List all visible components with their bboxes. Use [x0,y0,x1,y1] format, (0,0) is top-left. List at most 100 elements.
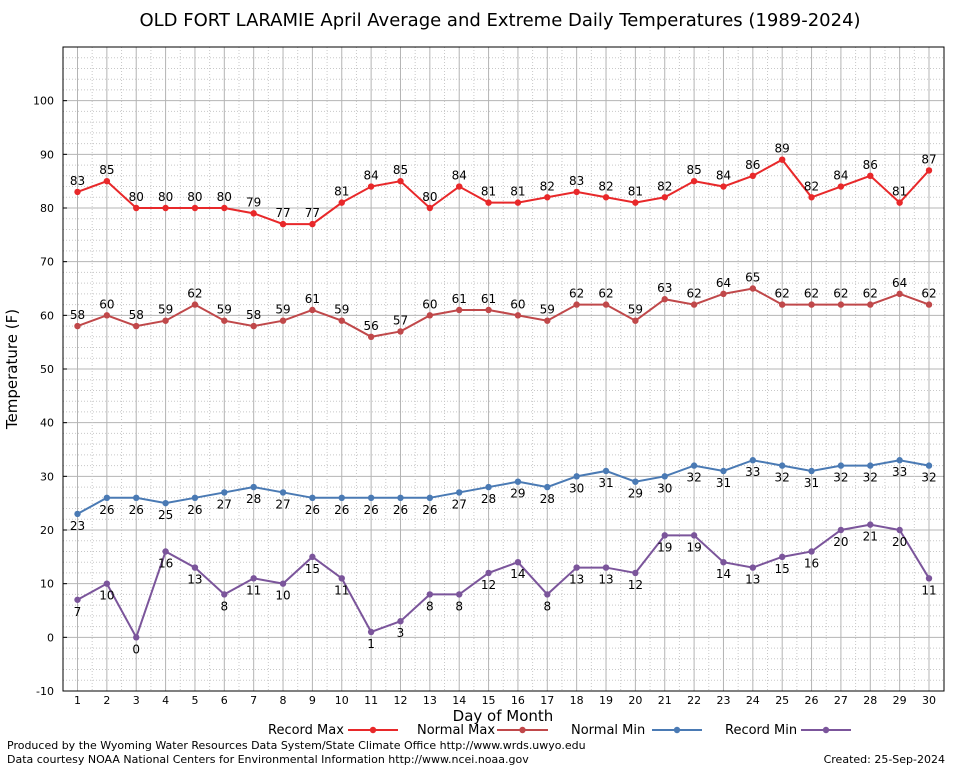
legend-marker-normal-max [519,726,526,734]
normal-max-point [896,290,903,298]
x-tick-label: 5 [191,694,198,707]
record-min-point [133,634,140,641]
record-min-data-label: 19 [657,540,672,554]
x-tick-label: 13 [423,694,437,707]
x-tick-label: 22 [687,694,701,707]
x-tick-label: 24 [746,694,760,707]
record-max-data-label: 81 [628,185,643,199]
legend-marker-normal-min [673,726,681,734]
normal-max-data-label: 56 [363,319,378,333]
record-max-point [602,194,610,201]
record-max-data-label: 82 [540,179,555,193]
record-max-data-label: 80 [158,190,173,204]
normal-max-point [690,301,698,308]
record-max-point [514,199,522,206]
normal-max-data-label: 59 [158,303,173,317]
record-min-data-label: 21 [863,530,878,544]
record-min-point [690,532,698,539]
record-min-data-label: 11 [921,583,936,597]
normal-min-point [778,462,786,469]
footer-produced-by: Produced by the Wyoming Water Resources … [7,739,586,752]
normal-min-point [397,494,404,501]
normal-min-data-label: 26 [305,503,320,517]
normal-min-point [808,467,815,475]
normal-min-point [338,494,345,501]
record-min-data-label: 8 [426,599,434,613]
normal-min-data-label: 32 [921,471,936,485]
normal-min-point [103,494,111,501]
normal-max-point [720,290,727,298]
normal-max-data-label: 60 [422,297,437,311]
normal-max-data-label: 62 [598,287,613,301]
record-max-point [367,183,375,190]
record-min-point [632,569,639,577]
record-min-point [867,521,874,528]
record-min-point [221,591,228,598]
record-max-data-label: 84 [363,169,378,183]
x-tick-label: 17 [540,694,554,707]
x-tick-label: 29 [893,694,907,707]
record-max-data-label: 79 [246,195,261,209]
x-tick-label: 28 [863,694,877,707]
record-min-point [485,569,492,577]
record-max-data-label: 82 [804,179,819,193]
normal-max-point [778,301,786,308]
record-max-point [74,188,81,196]
record-min-point [309,553,316,561]
record-max-point [867,172,874,179]
normal-max-point [191,301,199,308]
record-max-data-label: 81 [510,185,525,199]
y-tick-label: 60 [40,309,54,322]
record-min-data-label: 16 [158,556,173,570]
footer-created: Created: 25-Sep-2024 [824,753,945,766]
y-tick-label: 20 [40,524,54,537]
record-min-data-label: 11 [246,583,261,597]
record-min-data-label: 14 [716,567,731,581]
record-min-data-label: 13 [745,573,760,587]
x-tick-label: 19 [599,694,613,707]
record-max-data-label: 80 [422,190,437,204]
normal-max-data-label: 61 [452,292,467,306]
normal-max-data-label: 61 [481,292,496,306]
record-min-data-label: 13 [598,573,613,587]
normal-min-point [485,483,492,491]
legend-label-normal-min: Normal Min [571,723,645,738]
normal-max-point [133,322,140,330]
normal-min-data-label: 26 [187,503,202,517]
legend-label-record-min: Record Min [725,723,797,738]
record-max-point [808,194,815,201]
record-max-point [397,177,404,185]
normal-max-data-label: 62 [863,287,878,301]
record-max-data-label: 82 [657,179,672,193]
record-max-data-label: 86 [745,158,760,172]
normal-max-point [426,312,434,319]
normal-max-data-label: 62 [686,287,701,301]
x-tick-label: 2 [103,694,110,707]
x-axis-label: Day of Month [453,707,554,725]
x-tick-label: 25 [775,694,789,707]
x-tick-label: 15 [482,694,496,707]
normal-max-point [837,301,845,308]
normal-min-data-label: 33 [892,465,907,479]
normal-max-point [485,306,492,314]
normal-max-point [749,285,757,292]
record-min-data-label: 19 [686,540,701,554]
normal-min-point [279,489,287,496]
normal-min-point [690,462,698,469]
record-min-data-label: 14 [510,567,525,581]
normal-min-point [632,478,639,485]
record-min-data-label: 16 [804,556,819,570]
normal-max-data-label: 62 [187,287,202,301]
normal-min-point [74,510,81,518]
normal-max-data-label: 59 [275,303,290,317]
y-tick-label: 80 [40,202,54,215]
normal-min-data-label: 25 [158,508,173,522]
record-max-data-label: 81 [481,185,496,199]
normal-max-point [544,317,551,324]
y-tick-label: 50 [40,363,54,376]
legend-marker-record-max [369,726,377,734]
normal-max-point [367,333,375,340]
legend-marker-record-min [822,726,830,734]
normal-max-point [74,322,81,330]
x-tick-label: 4 [162,694,169,707]
